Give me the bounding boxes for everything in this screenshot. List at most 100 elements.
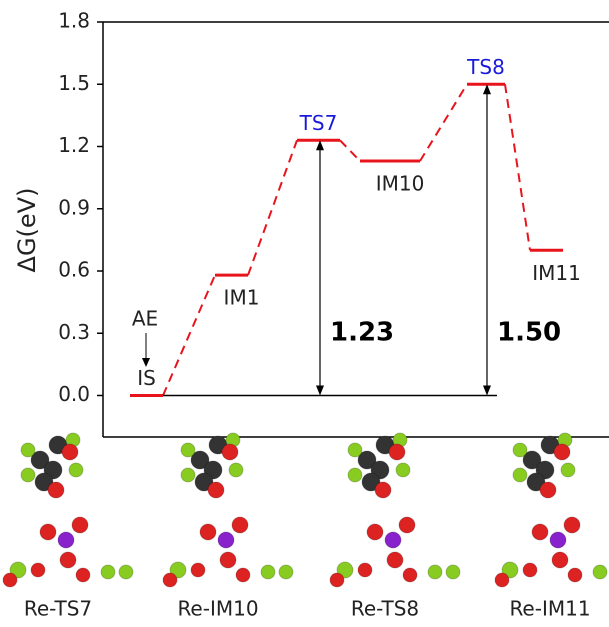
structures xyxy=(2,432,608,588)
atom xyxy=(2,572,18,588)
atom xyxy=(100,564,116,580)
atom xyxy=(30,562,46,578)
atom xyxy=(512,467,528,483)
atom xyxy=(34,472,54,492)
atom xyxy=(553,443,571,461)
atom xyxy=(71,516,89,534)
atom xyxy=(59,551,77,569)
atom xyxy=(235,567,251,583)
barrier-label: 1.23 xyxy=(330,318,394,348)
y-tick-label: 0.0 xyxy=(58,382,90,406)
connector xyxy=(419,83,468,162)
atom xyxy=(30,450,50,470)
atom xyxy=(61,443,79,461)
atom xyxy=(228,462,244,478)
atom xyxy=(9,561,27,579)
structure-label: Re-TS8 xyxy=(351,597,419,621)
atom xyxy=(402,567,418,583)
atom xyxy=(512,442,528,458)
atom xyxy=(563,516,581,534)
atom xyxy=(190,450,210,470)
y-tick-label: 0.6 xyxy=(58,258,90,282)
connector xyxy=(247,139,298,276)
y-tick-label: 0.3 xyxy=(58,320,90,344)
connector xyxy=(339,139,361,162)
atom xyxy=(118,564,134,580)
atom xyxy=(75,567,91,583)
atom xyxy=(199,523,217,541)
atom xyxy=(231,516,249,534)
structure-label: Re-IM11 xyxy=(509,597,590,621)
state-label: IM10 xyxy=(376,172,425,196)
arrowhead xyxy=(316,385,324,396)
atom xyxy=(522,562,538,578)
y-tick-label: 0.9 xyxy=(58,195,90,219)
structure-label: Re-IM10 xyxy=(177,597,258,621)
connector xyxy=(162,274,216,396)
y-axis-label: ΔG(eV) xyxy=(13,188,41,273)
atom xyxy=(207,481,225,499)
atom xyxy=(194,472,214,492)
atom xyxy=(357,450,377,470)
atom xyxy=(445,564,461,580)
atom xyxy=(162,572,178,588)
barrier-label: 1.50 xyxy=(497,318,561,348)
atom xyxy=(20,467,36,483)
atom xyxy=(357,562,373,578)
atom xyxy=(347,467,363,483)
atom xyxy=(386,551,404,569)
atom xyxy=(68,462,84,478)
annotation-arrowhead xyxy=(142,358,150,367)
atom xyxy=(522,450,542,470)
atom xyxy=(278,564,294,580)
atom xyxy=(336,561,354,579)
atom xyxy=(347,442,363,458)
structure-label: Re-TS7 xyxy=(24,597,92,621)
annotation: AE xyxy=(132,307,158,331)
atom xyxy=(219,551,237,569)
atom xyxy=(361,472,381,492)
connector xyxy=(504,84,531,251)
state-label: TS8 xyxy=(466,55,505,79)
atom xyxy=(57,531,75,549)
atom xyxy=(531,523,549,541)
atom xyxy=(384,531,402,549)
y-tick-label: 1.8 xyxy=(58,9,90,33)
atom xyxy=(526,472,546,492)
arrowhead xyxy=(316,140,324,151)
atom xyxy=(180,467,196,483)
atom xyxy=(551,551,569,569)
atom xyxy=(329,572,345,588)
atom xyxy=(374,481,392,499)
atom xyxy=(221,443,239,461)
atom xyxy=(260,564,276,580)
arrowhead xyxy=(483,385,491,396)
atom xyxy=(501,561,519,579)
atom xyxy=(549,531,567,549)
atom xyxy=(427,564,443,580)
atom xyxy=(180,442,196,458)
state-label: IS xyxy=(137,366,156,390)
atom xyxy=(560,462,576,478)
atom xyxy=(388,443,406,461)
atom xyxy=(395,462,411,478)
arrowhead xyxy=(483,84,491,95)
atom xyxy=(190,562,206,578)
atom xyxy=(592,564,608,580)
atom xyxy=(39,523,57,541)
state-label: IM11 xyxy=(532,261,581,285)
atom xyxy=(398,516,416,534)
y-tick-label: 1.2 xyxy=(58,133,90,157)
atom xyxy=(567,567,583,583)
y-tick-label: 1.5 xyxy=(58,71,90,95)
atom xyxy=(539,481,557,499)
atom xyxy=(169,561,187,579)
atom xyxy=(217,531,235,549)
state-label: IM1 xyxy=(224,286,260,310)
atom xyxy=(20,442,36,458)
atom xyxy=(47,481,65,499)
atom xyxy=(366,523,384,541)
state-label: TS7 xyxy=(299,111,338,135)
atom xyxy=(494,572,510,588)
